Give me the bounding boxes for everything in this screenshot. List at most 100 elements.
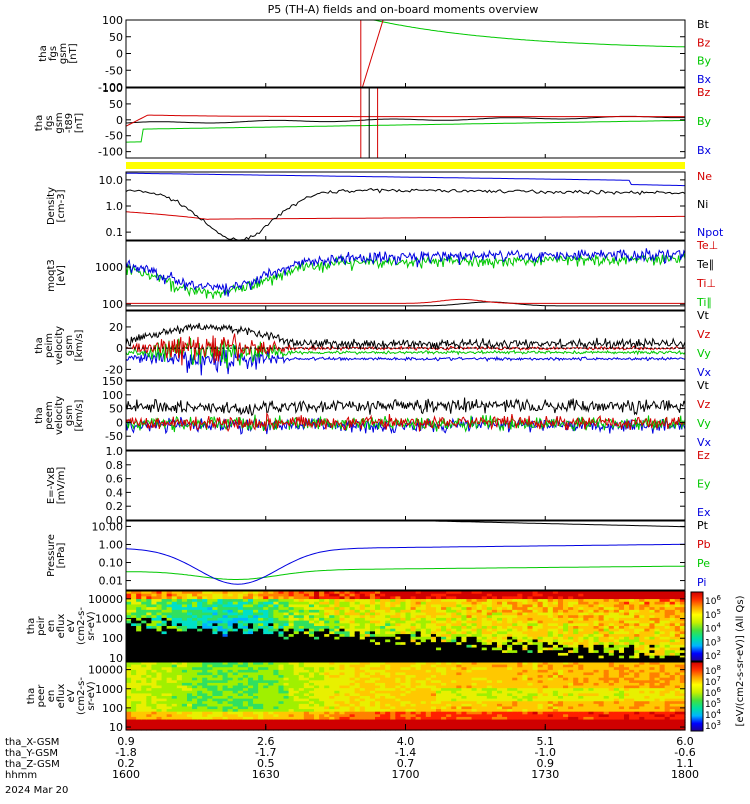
colorbar: 106105104103102108107106105104103[eV/(cm… [691, 592, 746, 732]
status-bar [126, 162, 685, 169]
legend-bz: Bz [697, 36, 711, 49]
y-tick-label: 1.0 [106, 200, 124, 213]
series-000000 [126, 398, 685, 416]
x-row-label: tha_Z-GSM [5, 759, 60, 770]
y-tick-label: 1000 [95, 683, 123, 696]
colorbar-tick: 105 [705, 608, 721, 621]
y-axis-label-line: [eV] [56, 265, 67, 286]
legend-by: By [697, 55, 712, 68]
y-tick-label: 100 [102, 298, 123, 311]
x-tick-label: 1800 [671, 768, 699, 781]
legend-pi: Pi [697, 576, 706, 589]
y-tick-label: 0 [116, 342, 123, 355]
series-ni [126, 189, 685, 240]
legend-ni: Ni [697, 198, 708, 211]
y-tick-label: 0.1 [106, 226, 124, 239]
y-tick-label: 1000 [95, 613, 123, 626]
x-row-label: hhmm [5, 770, 37, 781]
legend-vy: Vy [697, 417, 711, 430]
y-tick-label: 100 [102, 389, 123, 402]
legend-vt: Vt [697, 379, 710, 392]
series-te-perp [126, 299, 685, 303]
panel-frame [126, 20, 685, 87]
y-tick-label: 0.8 [106, 459, 124, 472]
series-pe [126, 566, 685, 579]
y-tick-label: 150 [102, 375, 123, 388]
legend-ti: Ti∥ [696, 296, 712, 309]
date-label: 2024 Mar 20 [5, 785, 68, 796]
panels: 100500-50-100thafgsgsm[nT]BtBzByBx100500… [26, 14, 724, 734]
x-row-label: tha_X-GSM [5, 737, 59, 748]
legend-ti: Ti⊥ [696, 277, 716, 290]
y-tick-label: 20 [109, 321, 123, 334]
y-axis-label: Pressure[nPa] [46, 534, 67, 577]
legend-ne: Ne [697, 170, 712, 183]
colorbar-tick: 104 [705, 622, 721, 635]
panel-frame [126, 172, 685, 240]
legend: Te⊥ Te∥ Ti⊥ Ti∥ [696, 239, 718, 309]
y-axis-label-line: [cm-3] [56, 189, 67, 222]
x-tick-label: 1630 [252, 768, 280, 781]
series-by [367, 20, 685, 47]
y-axis-label: thapeemvelocitygsm[km/s] [34, 396, 85, 435]
y-axis-label: thapeimvelocitygsm[km/s] [34, 326, 85, 365]
y-tick-label: 100 [102, 702, 123, 715]
legend-te: Te⊥ [696, 239, 718, 252]
y-axis-label-line: [nT] [74, 113, 85, 133]
y-tick-label: 1.00 [99, 538, 124, 551]
y-axis-label-line: sr-eV) [86, 681, 97, 710]
legend-bz: Bz [697, 86, 711, 99]
series-group [361, 20, 685, 87]
y-tick-label: 1000 [95, 261, 123, 274]
y-tick-label: 0.01 [99, 575, 124, 588]
legend-pb: Pb [697, 538, 711, 551]
y-axis-label-line: sr-eV) [86, 611, 97, 640]
colorbar-label: [eV/(cm2-s-sr-eV)] (All Qs) [735, 595, 746, 726]
y-tick-label: 100 [102, 14, 123, 27]
series-te-par [126, 302, 685, 306]
y-tick-label: 0 [116, 48, 123, 61]
colorbar-tick: 103 [705, 635, 721, 648]
legend-vx: Vx [697, 366, 712, 379]
series-group [126, 323, 685, 375]
legend-ey: Ey [697, 478, 711, 491]
series-group [126, 521, 685, 584]
series-group [126, 173, 685, 240]
y-axis-label-line: [mV/m] [56, 467, 67, 505]
y-axis-label-line: [km/s] [74, 399, 85, 431]
y-tick-label: 0 [116, 114, 123, 127]
y-ticks: 10.01.00.1 [99, 174, 686, 239]
series-ne [126, 212, 685, 220]
legend-ex: Ex [697, 506, 711, 519]
y-tick-label: 0 [116, 416, 123, 429]
y-axis-label: E=-VxB[mV/m] [46, 467, 67, 505]
y-tick-label: 0.6 [106, 473, 124, 486]
series-by [126, 121, 685, 143]
panel-frame [126, 451, 685, 520]
y-tick-label: 0.10 [99, 557, 124, 570]
y-axis-label-line: [nPa] [56, 542, 67, 568]
y-tick-label: 10.00 [92, 520, 124, 533]
legend-vx: Vx [697, 436, 712, 449]
legend-bt: Bt [697, 18, 710, 31]
x-tick-label: 1600 [112, 768, 140, 781]
heatmap-cells [126, 591, 686, 662]
series-group [126, 88, 685, 158]
series-ti-perp [126, 248, 685, 296]
legend-te: Te∥ [696, 258, 714, 271]
series-group [126, 398, 685, 435]
y-tick-label: 50 [109, 403, 123, 416]
y-axis-label: Density[cm-3] [46, 187, 67, 225]
y-axis-label: thapeerenefluxeV(cm2-s-sr-eV) [26, 677, 97, 715]
figure-title: P5 (TH-A) fields and on-board moments ov… [268, 3, 539, 16]
series-bz [363, 20, 384, 87]
